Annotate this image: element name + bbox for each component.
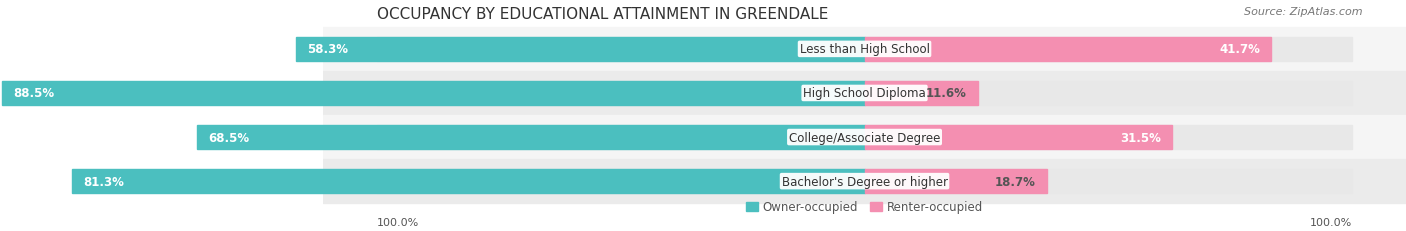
Bar: [377, 125, 1351, 149]
Text: 41.7%: 41.7%: [1219, 43, 1260, 56]
Bar: [865, 82, 977, 106]
Bar: [377, 38, 1351, 62]
Bar: [865, 38, 1271, 62]
Legend: Owner-occupied, Renter-occupied: Owner-occupied, Renter-occupied: [741, 196, 987, 218]
Text: 100.0%: 100.0%: [1309, 217, 1351, 227]
Text: OCCUPANCY BY EDUCATIONAL ATTAINMENT IN GREENDALE: OCCUPANCY BY EDUCATIONAL ATTAINMENT IN G…: [377, 7, 828, 22]
Text: 88.5%: 88.5%: [13, 87, 53, 100]
Text: 18.7%: 18.7%: [995, 175, 1036, 188]
Bar: [72, 169, 865, 193]
Bar: [377, 169, 1351, 193]
Text: 58.3%: 58.3%: [307, 43, 349, 56]
Bar: [1, 82, 865, 106]
Bar: [323, 28, 1406, 72]
Bar: [377, 82, 1351, 106]
Bar: [323, 116, 1406, 159]
Bar: [297, 38, 865, 62]
Text: 31.5%: 31.5%: [1119, 131, 1161, 144]
Text: 100.0%: 100.0%: [377, 217, 419, 227]
Text: Bachelor's Degree or higher: Bachelor's Degree or higher: [782, 175, 948, 188]
Text: 68.5%: 68.5%: [208, 131, 249, 144]
Text: 81.3%: 81.3%: [83, 175, 124, 188]
Text: 11.6%: 11.6%: [927, 87, 967, 100]
Text: Source: ZipAtlas.com: Source: ZipAtlas.com: [1244, 7, 1362, 17]
Bar: [865, 169, 1047, 193]
Text: College/Associate Degree: College/Associate Degree: [789, 131, 941, 144]
Text: Less than High School: Less than High School: [800, 43, 929, 56]
Text: High School Diploma: High School Diploma: [803, 87, 927, 100]
Bar: [323, 72, 1406, 116]
Bar: [865, 125, 1171, 149]
Bar: [197, 125, 865, 149]
Bar: [323, 159, 1406, 203]
